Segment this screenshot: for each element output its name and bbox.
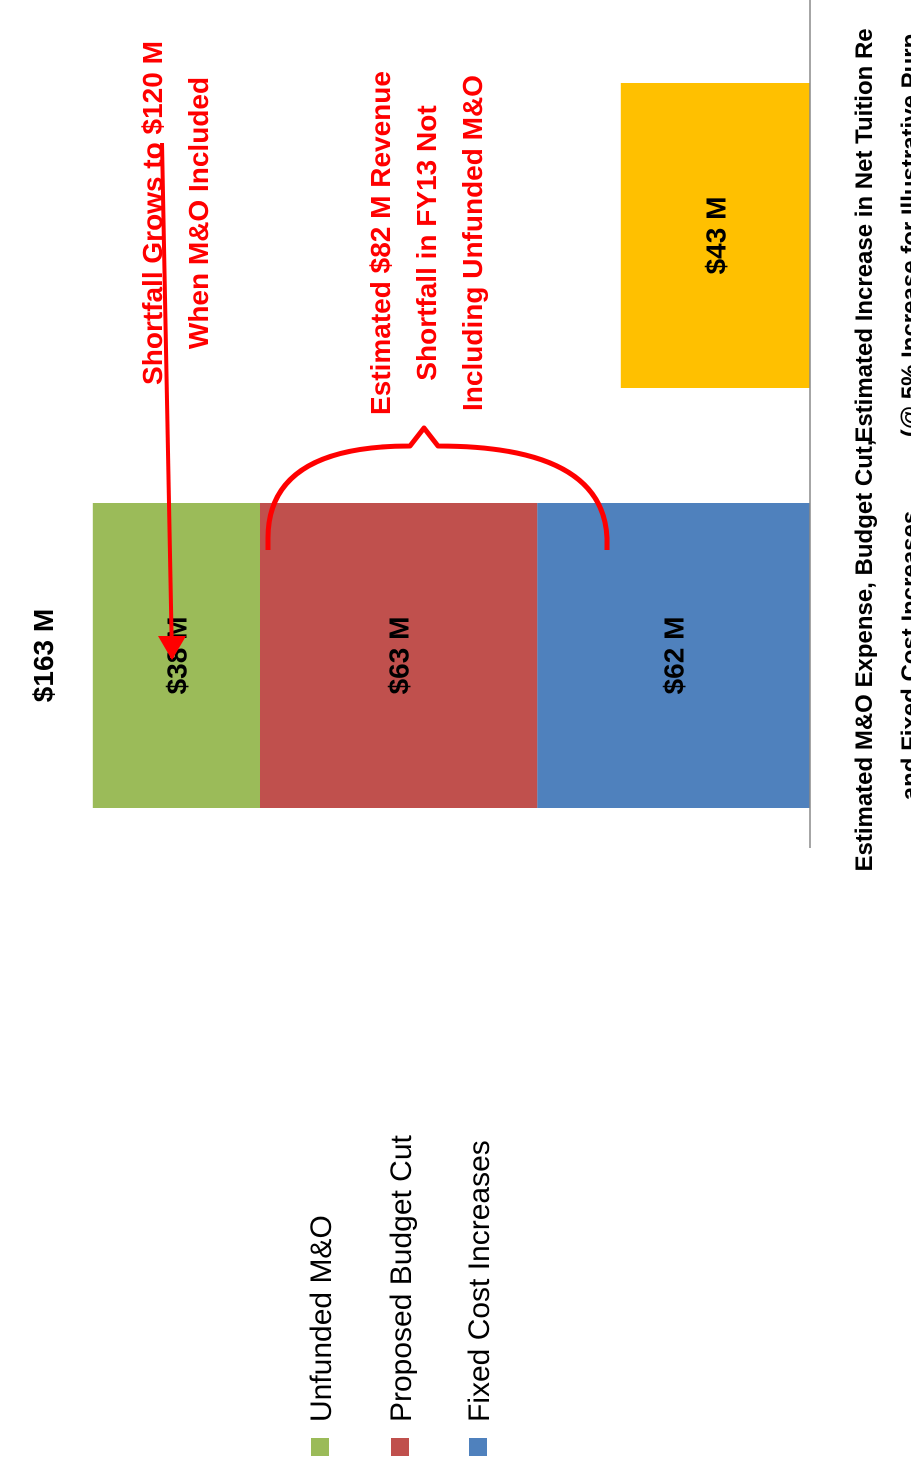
bar-net-tuition-1 [620,83,810,388]
legend-swatch [469,1438,487,1456]
legend-label: Proposed Budget Cut [385,1134,418,1422]
legend-label: Fixed Cost Increases [463,1140,496,1422]
legend: Unfunded M&O Proposed Budget Cut Fixed Cos… [305,1134,496,1456]
category-labels-layer: Estimated M&O Expense, Budget Cut, and Fi… [851,28,911,871]
bar-unfunded-m-o-0 [92,503,260,808]
legend-swatch [391,1438,409,1456]
data-label: $62 M [659,617,690,695]
rotated-chart-group: $62 M $63 M $38 M $43 M $163 M Estimated M&… [28,0,911,1456]
bar-fixed-cost-increases-0 [537,503,810,808]
legend-label: Unfunded M&O [305,1215,338,1422]
annotation-shortfall-grows: Shortfall Grows to $120 M When M&O Includ… [137,41,214,385]
category-label: Estimated Increase in Net Tuition Re (@ 5… [851,28,911,442]
annotations-layer: Shortfall Grows to $120 M When M&O Includ… [137,41,610,660]
legend-swatch [311,1438,329,1456]
arrow-shaft [160,142,174,659]
data-label: $43 M [700,197,731,275]
curly-brace [265,425,610,550]
data-label: $38 M [161,617,192,695]
bar-proposed-budget-cut-0 [260,503,538,808]
annotation-revenue-shortfall: Estimated $82 M Revenue Shortfall in FY13… [365,71,488,415]
total-label: $163 M [28,609,59,702]
bars-layer [92,83,810,808]
data-label: $63 M [384,617,415,695]
category-label: Estimated M&O Expense, Budget Cut, and Fi… [851,439,911,871]
bar-labels-layer: $62 M $63 M $38 M $43 M [161,197,731,695]
